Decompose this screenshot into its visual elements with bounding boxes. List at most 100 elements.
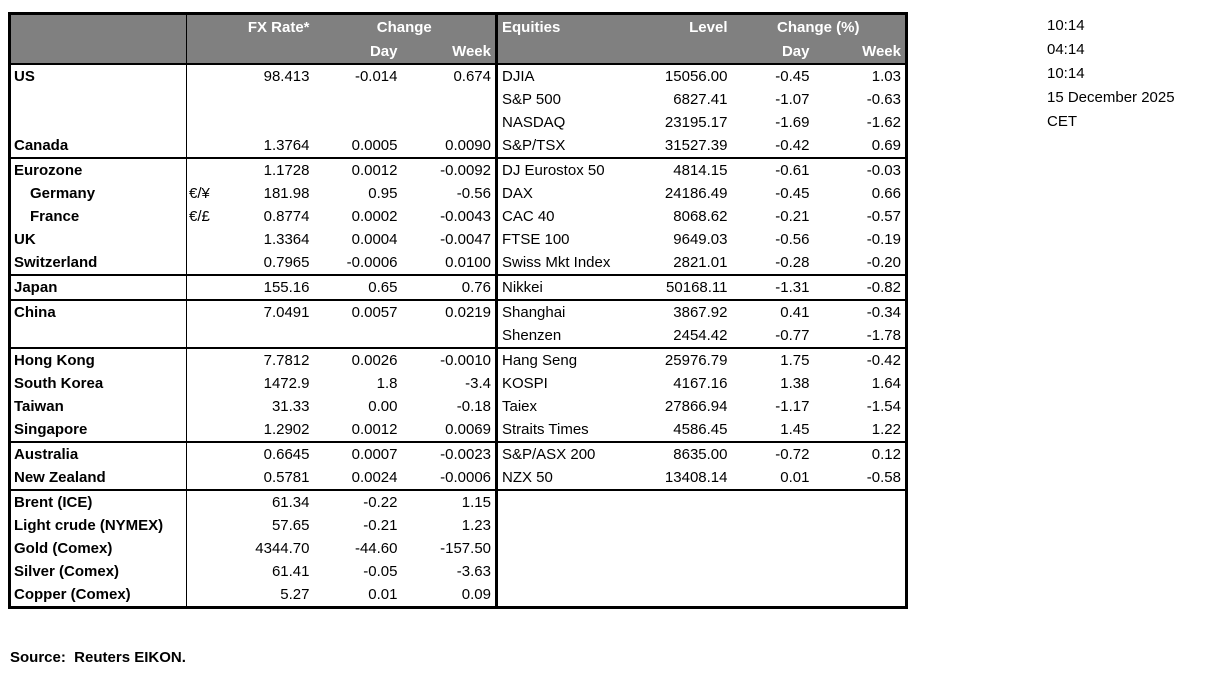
equity-label: Taiex (502, 398, 538, 415)
equity-change-week: -0.20 (813, 251, 907, 276)
equity-change-week: 0.69 (813, 134, 907, 159)
fx-change-day: -0.014 (354, 68, 398, 85)
region-label: UK (9, 228, 187, 251)
table-row: Australia 0.6645 0.0007 -0.0023 S&P/ASX 200 8… (9, 442, 907, 466)
equity-change-day: -0.28 (731, 251, 814, 276)
equities-name-subheader (496, 39, 642, 65)
region-label: Australia (9, 442, 187, 466)
equity-change-day: -0.45 (775, 185, 810, 202)
fx-rate-value: 0.6645 (263, 446, 310, 463)
fx-change-week: 0.0069 (401, 418, 498, 443)
equity-change-week: 0.12 (871, 446, 901, 463)
timezone-line: CET (1047, 113, 1077, 130)
fx-rate-subheader (186, 39, 314, 65)
equity-label: S&P/TSX (496, 134, 642, 159)
currency-pair (187, 228, 220, 251)
equity-change-day: -0.72 (775, 446, 810, 463)
fx-change-week (401, 324, 498, 349)
equity-change-week: -0.57 (866, 208, 901, 225)
region-label: Switzerland (9, 251, 187, 276)
equity-change-day: -0.21 (775, 208, 810, 225)
equity-change-week: -0.34 (866, 304, 901, 321)
region-label: Japan (9, 275, 187, 301)
fx-rate-value: 1472.9 (263, 375, 310, 392)
fx-rate-value: 181.98 (263, 185, 310, 202)
fx-rate-value: 4344.70 (255, 540, 310, 557)
region-label: Germany (9, 182, 187, 205)
currency-pair (187, 348, 220, 372)
table-row: Hong Kong 7.7812 0.0026 -0.0010 Hang Seng 259… (9, 348, 907, 372)
table-row: Switzerland 0.7965 -0.0006 0.0100 Swiss Mkt … (9, 251, 907, 276)
equity-change-week: 1.64 (871, 375, 901, 392)
fx-change-week: -0.18 (401, 395, 498, 418)
equity-change-week: -0.42 (866, 352, 901, 369)
fx-region-subheader (9, 39, 187, 65)
equity-change-week: -0.82 (813, 275, 907, 301)
equities-change-header: Change (%) (731, 13, 907, 39)
equity-change-day: -0.77 (731, 324, 814, 349)
fx-rate-value: 5.27 (280, 586, 310, 603)
equity-change-day: 1.45 (731, 418, 814, 443)
fx-change-day: 0.95 (368, 185, 398, 202)
fx-change-week (401, 88, 498, 111)
table-row: UK 1.3364 0.0004 -0.0047 FTSE 100 9649.03 -0.5… (9, 228, 907, 251)
currency-pair (186, 324, 220, 349)
datetime-block: 10:14 04:14 10:14 15 December 2025 CET (1047, 14, 1175, 134)
equity-change-week: -0.63 (866, 91, 901, 108)
equity-level (642, 514, 732, 537)
table-row: Copper (Comex) 5.27 0.01 0.09 (9, 583, 907, 608)
fx-change-week: -0.0092 (401, 158, 498, 182)
currency-pair (187, 560, 220, 583)
equity-change-week: 0.66 (871, 185, 901, 202)
fx-rate-value: 61.41 (271, 563, 310, 580)
table-row: Germany €/¥ 181.98 0.95 -0.56 DAX 24186.49 -0.4… (9, 182, 907, 205)
fx-rate-value: 0.7965 (219, 251, 314, 276)
table-row: Gold (Comex) 4344.70 -44.60 -157.50 (9, 537, 907, 560)
fx-rate-value: 1.2902 (219, 418, 314, 443)
region-label (9, 324, 187, 349)
equity-change-week (814, 514, 907, 537)
fx-change-day: -0.22 (363, 494, 398, 511)
region-label: Silver (Comex) (9, 560, 187, 583)
equity-change-day (732, 490, 814, 514)
equity-change-day: 1.75 (780, 352, 810, 369)
equities-level-header: Level (641, 13, 732, 39)
fx-change-week: -0.56 (401, 182, 498, 205)
date-line: 15 December 2025 (1047, 89, 1175, 106)
equity-label: Nikkei (496, 275, 642, 301)
equity-label (497, 514, 642, 537)
equity-label: NZX 50 (496, 466, 642, 491)
equity-change-week: -0.03 (866, 162, 901, 179)
fx-change-week: 0.76 (401, 275, 498, 301)
currency-pair (187, 88, 220, 111)
fx-rate-value: 7.0491 (263, 304, 310, 321)
equity-label: Swiss Mkt Index (496, 251, 642, 276)
fx-rate-value: 0.5781 (219, 466, 314, 491)
fx-change-day: 0.01 (368, 586, 398, 603)
fx-rate-value: 61.34 (271, 494, 310, 511)
equity-level: 4814.15 (673, 162, 728, 179)
fx-change-week: -3.4 (401, 372, 498, 395)
equity-level: 2454.42 (641, 324, 732, 349)
currency-pair (186, 275, 220, 301)
equity-change-day: -1.07 (775, 91, 810, 108)
currency-pair (187, 111, 220, 134)
fx-change-week: 1.23 (401, 514, 498, 537)
fx-change-day: 0.0012 (351, 162, 398, 179)
region-label: China (9, 300, 187, 324)
equities-day-header: Day (731, 39, 814, 65)
table-row: Canada 1.3764 0.0005 0.0090 S&P/TSX 31527.39-… (9, 134, 907, 159)
fx-change-week: -0.0006 (401, 466, 498, 491)
fx-change-day: -0.0006 (313, 251, 402, 276)
market-data-table: FX Rate* Change Equities Level Change (%… (8, 12, 908, 609)
equity-label: DJ Eurostox 50 (502, 162, 605, 179)
fx-change-day: 0.0057 (351, 304, 398, 321)
fx-change-day: 1.8 (376, 375, 398, 392)
region-label: Gold (Comex) (9, 537, 187, 560)
equity-change-day: -1.17 (775, 398, 810, 415)
currency-pair (187, 395, 220, 418)
table-row: China 7.0491 0.0057 0.0219 Shanghai 3867.92 0.… (9, 300, 907, 324)
equity-level: 8635.00 (673, 446, 728, 463)
equity-change-day: 0.41 (780, 304, 810, 321)
fx-rate-value (220, 111, 314, 134)
